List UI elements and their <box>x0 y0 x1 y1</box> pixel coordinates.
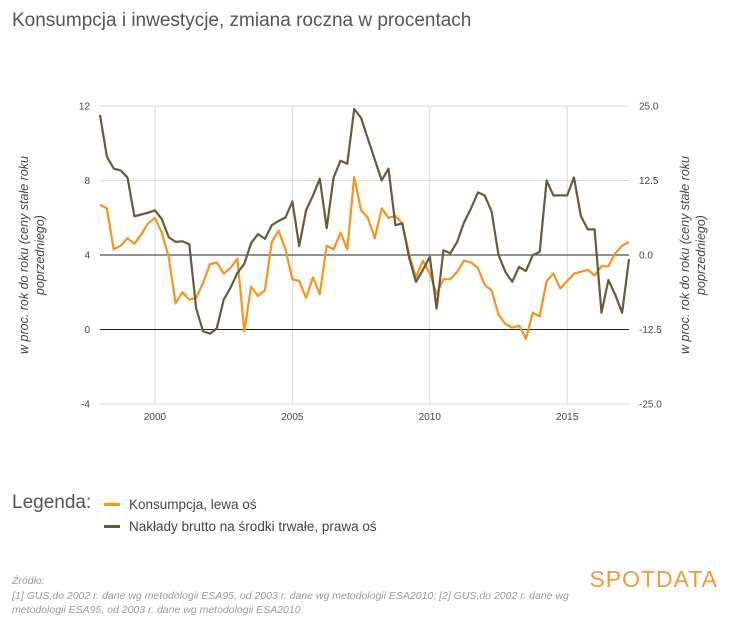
source-heading: Źródło: <box>12 575 45 587</box>
y-tick-label-left: 8 <box>84 176 90 187</box>
spotdata-logo: SPOTDATA <box>589 566 718 592</box>
legend-swatch-konsumpcja <box>104 502 120 506</box>
x-tick-label: 2015 <box>556 412 579 423</box>
x-tick-label: 2000 <box>144 412 167 423</box>
x-tick-label: 2005 <box>281 412 304 423</box>
axis-label-line: w proc. rok do roku (ceny stałe roku <box>17 156 31 354</box>
axis-label-line: poprzedniego) <box>33 215 47 296</box>
legend-swatch-naklady <box>104 524 120 528</box>
legend-item-konsumpcja: Konsumpcja, lewa oś <box>104 497 257 512</box>
legend-label-konsumpcja: Konsumpcja, lewa oś <box>129 497 257 512</box>
y-axis-label-right: w proc. rok do roku (ceny stałe roku popr… <box>678 156 708 354</box>
y-tick-label-right: -12.5 <box>639 325 662 336</box>
y-tick-label-left: 12 <box>79 102 91 113</box>
series-line-konsumpcja <box>99 175 630 340</box>
y-tick-label-right: 25.0 <box>639 102 659 113</box>
chart: -4 0 4 8 12 -25.0 -12.5 0.0 12.5 25.0 2000 2005 2010… <box>17 102 708 424</box>
reference-lines <box>100 254 629 330</box>
chart-title: Konsumpcja i inwestycje, zmiana roczna w… <box>12 10 472 31</box>
y-tick-label-right: 12.5 <box>639 176 659 187</box>
source-note: Źródło: [1] GUS,do 2002 r. dane wg metod… <box>12 574 592 618</box>
y-tick-label-right: -25.0 <box>639 400 662 411</box>
y-tick-label-right: 0.0 <box>639 251 653 262</box>
series-line-naklady <box>98 107 631 335</box>
legend-label-naklady: Nakłady brutto na środki trwałe, prawa o… <box>129 519 377 534</box>
axis-label-line: w proc. rok do roku (ceny stałe roku <box>678 156 692 354</box>
x-tick-label: 2010 <box>419 412 442 423</box>
y-axis-label-left: w proc. rok do roku (ceny stałe roku popr… <box>17 156 47 354</box>
series-lines <box>98 107 631 340</box>
tick-labels: -4 0 4 8 12 -25.0 -12.5 0.0 12.5 25.0 2000 2005 2010… <box>79 102 662 424</box>
y-tick-label-left: -4 <box>81 400 90 411</box>
legend-item-naklady: Nakłady brutto na środki trwałe, prawa o… <box>104 519 377 534</box>
axis-label-line: poprzedniego) <box>694 215 708 296</box>
legend-title: Legenda: <box>12 492 92 513</box>
y-tick-label-left: 4 <box>84 251 90 262</box>
y-tick-label-left: 0 <box>84 325 90 336</box>
source-text: [1] GUS,do 2002 r. dane wg metodologii E… <box>12 589 569 617</box>
